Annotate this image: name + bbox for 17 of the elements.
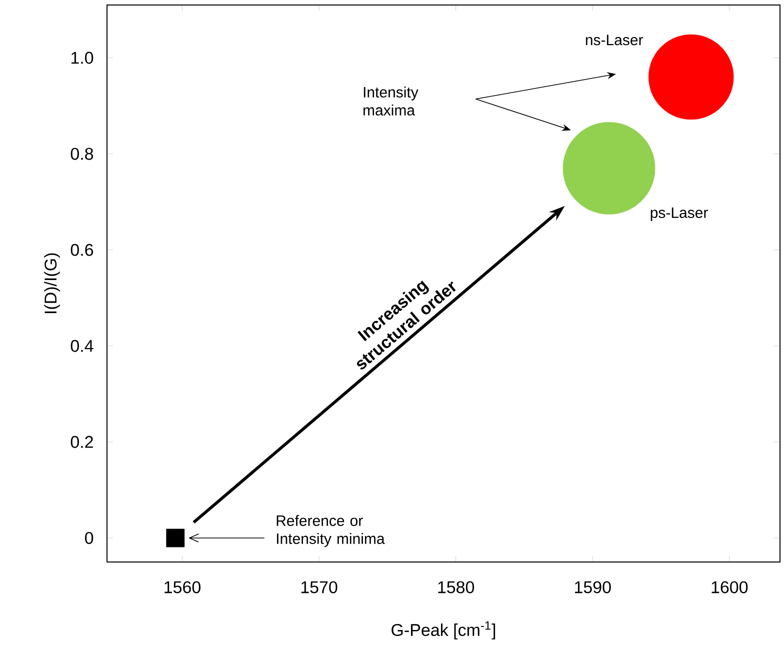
x-tick-label: 1600 [712, 581, 748, 594]
y-axis-title: I(D)/I(G) [44, 253, 60, 314]
x-tick-label: 1560 [164, 581, 200, 594]
annotation: Intensity maxima [364, 86, 418, 116]
y-tick-label: 0.2 [70, 436, 93, 448]
y-tick-label: 1.0 [71, 52, 94, 64]
y-tick-label: 0.4 [70, 340, 94, 352]
series-label: ns-Laser [586, 34, 644, 46]
x-tick-label: 1580 [438, 581, 474, 594]
y-tick-label: 0.8 [70, 148, 94, 160]
x-tick-label: 1590 [574, 581, 611, 594]
x-axis-title: G-Peak [cm$^{-1}$] [392, 621, 496, 640]
y-tick-label: 0.6 [70, 244, 94, 256]
x-tick-label: 1570 [301, 581, 338, 594]
y-tick-label: 0 [85, 532, 94, 544]
annotation: Reference or Intensity minima [276, 515, 385, 547]
series-label: ps-Laser [650, 208, 708, 221]
